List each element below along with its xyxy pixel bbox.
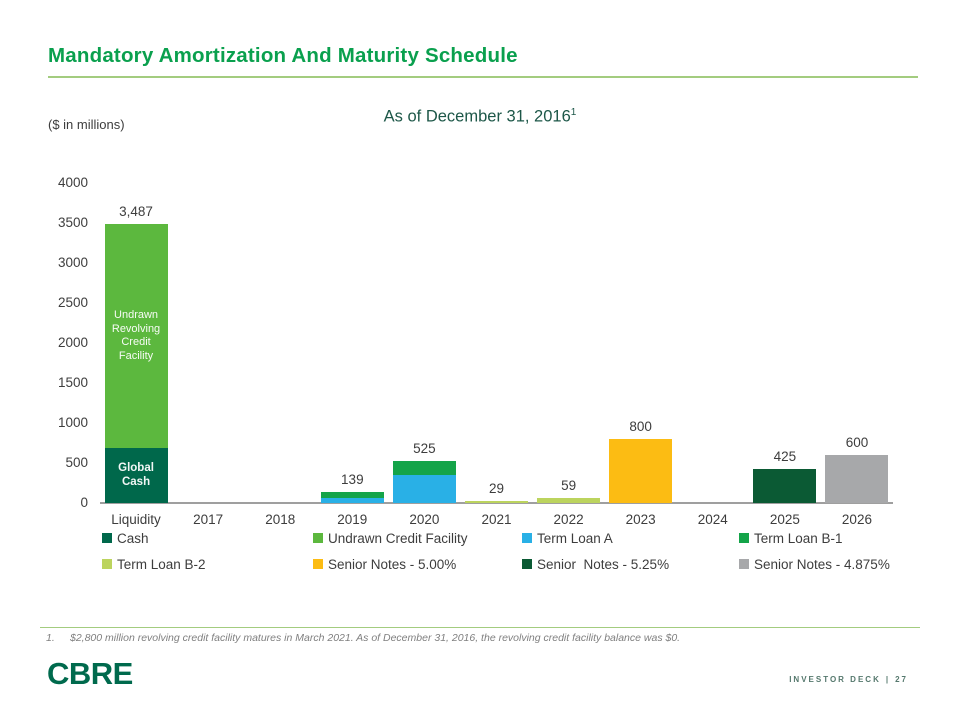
legend-item: Term Loan B-2 — [102, 556, 206, 572]
cbre-logo: CBRE — [47, 656, 133, 691]
x-axis-category-label: 2018 — [265, 512, 296, 527]
bar-inner-label: Undrawn Revolving Credit Facility — [111, 309, 161, 362]
legend-item: Senior Notes - 5.25% — [522, 556, 669, 572]
bar-total-label: 800 — [629, 419, 652, 434]
x-axis-category-label: 2026 — [841, 512, 872, 527]
legend-swatch — [102, 533, 112, 543]
x-axis-line — [100, 502, 893, 504]
bar-total-label: 525 — [413, 441, 436, 456]
footer-page-info: INVESTOR DECK | 27 — [789, 675, 908, 684]
legend-item: Term Loan B-1 — [739, 530, 843, 546]
bar-inner-label: Global Cash — [118, 462, 154, 488]
bar-total-label: 425 — [773, 449, 797, 464]
bar-total-label: 29 — [488, 480, 505, 496]
footer-label: INVESTOR DECK — [789, 675, 881, 684]
bar-segment-term-loan-a — [392, 475, 456, 503]
bar-segment-senior-notes-5.00 — [609, 439, 673, 503]
bar-segment-term-loan-a — [320, 497, 384, 503]
legend-swatch — [739, 533, 749, 543]
x-axis-category-label: 2023 — [625, 512, 656, 527]
x-axis-category-label: 2022 — [553, 512, 584, 527]
y-axis-tick-label: 4000 — [57, 175, 88, 190]
legend-swatch — [102, 559, 112, 569]
x-axis-category-label: 2025 — [769, 512, 800, 527]
x-axis-category-label: 2021 — [481, 512, 512, 527]
bar-segment-senior-notes-5.25 — [753, 469, 817, 503]
legend-label: Cash — [117, 530, 149, 546]
bar-total-label: 3,487 — [119, 204, 153, 220]
footnote-number: 1. — [46, 632, 55, 644]
title-underline-rule — [48, 76, 918, 78]
x-axis-category-label: 2019 — [337, 512, 368, 527]
y-axis-tick-label: 0 — [80, 495, 88, 510]
y-axis-tick-label: 1500 — [57, 375, 88, 390]
y-axis-tick-label: 1000 — [57, 415, 88, 430]
bar-segment-senior-notes-4.875 — [825, 455, 889, 503]
y-axis-tick-label: 3500 — [57, 215, 88, 230]
legend-item: Cash — [102, 530, 149, 546]
footer-separator: | — [885, 675, 891, 684]
legend-label: Term Loan A — [537, 530, 613, 546]
bar-segment-undrawn-credit-facility: Undrawn Revolving Credit Facility — [104, 224, 168, 449]
y-axis-tick-label: 3000 — [57, 255, 88, 270]
legend-item: Senior Notes - 4.875% — [739, 556, 890, 572]
legend-label: Term Loan B-1 — [754, 530, 843, 546]
legend-label: Senior Notes - 4.875% — [754, 556, 890, 572]
footnote: 1. $2,800 million revolving credit facil… — [46, 632, 906, 644]
legend-label: Senior Notes - 5.25% — [537, 556, 670, 572]
y-axis-tick-label: 2500 — [57, 295, 88, 310]
chart-subtitle-text: As of December 31, 2016 — [383, 107, 571, 126]
legend-swatch — [739, 559, 749, 569]
legend-label: Undrawn Credit Facility — [328, 530, 468, 546]
x-axis-category-label: 2020 — [409, 512, 440, 527]
legend-swatch — [313, 533, 323, 543]
bar-total-label: 139 — [341, 471, 364, 487]
y-axis-tick-label: 2000 — [57, 335, 88, 350]
bar-total-label: 600 — [845, 435, 869, 450]
x-axis-category-label: 2024 — [697, 512, 728, 527]
bar-segment-term-loan-b-2 — [537, 498, 601, 503]
chart-subtitle: As of December 31, 20161 — [0, 107, 960, 127]
footer-page-number: 27 — [895, 675, 908, 684]
bar-total-label: 59 — [561, 478, 577, 494]
bar-segment-cash: Global Cash — [104, 448, 168, 503]
legend-item: Undrawn Credit Facility — [313, 530, 468, 546]
y-axis-tick-label: 500 — [65, 455, 88, 470]
x-axis-category-label: 2017 — [193, 512, 224, 527]
footnote-text: $2,800 million revolving credit facility… — [70, 632, 681, 644]
bar-segment-term-loan-b-1 — [320, 491, 384, 498]
legend-label: Senior Notes - 5.00% — [328, 556, 457, 572]
legend-swatch — [522, 559, 532, 569]
legend-item: Senior Notes - 5.00% — [313, 556, 456, 572]
bar-segment-term-loan-b-1 — [392, 461, 456, 475]
chart-subtitle-superscript: 1 — [570, 107, 577, 118]
legend-swatch — [313, 559, 323, 569]
x-axis-category-label: Liquidity — [111, 512, 161, 527]
slide-title: Mandatory Amortization And Maturity Sche… — [48, 44, 518, 67]
bar-segment-term-loan-b-2 — [465, 500, 528, 503]
legend-label: Term Loan B-2 — [117, 556, 206, 572]
footnote-divider — [40, 627, 920, 628]
units-label: ($ in millions) — [48, 117, 125, 132]
legend-item: Term Loan A — [522, 530, 613, 546]
legend-swatch — [522, 533, 532, 543]
